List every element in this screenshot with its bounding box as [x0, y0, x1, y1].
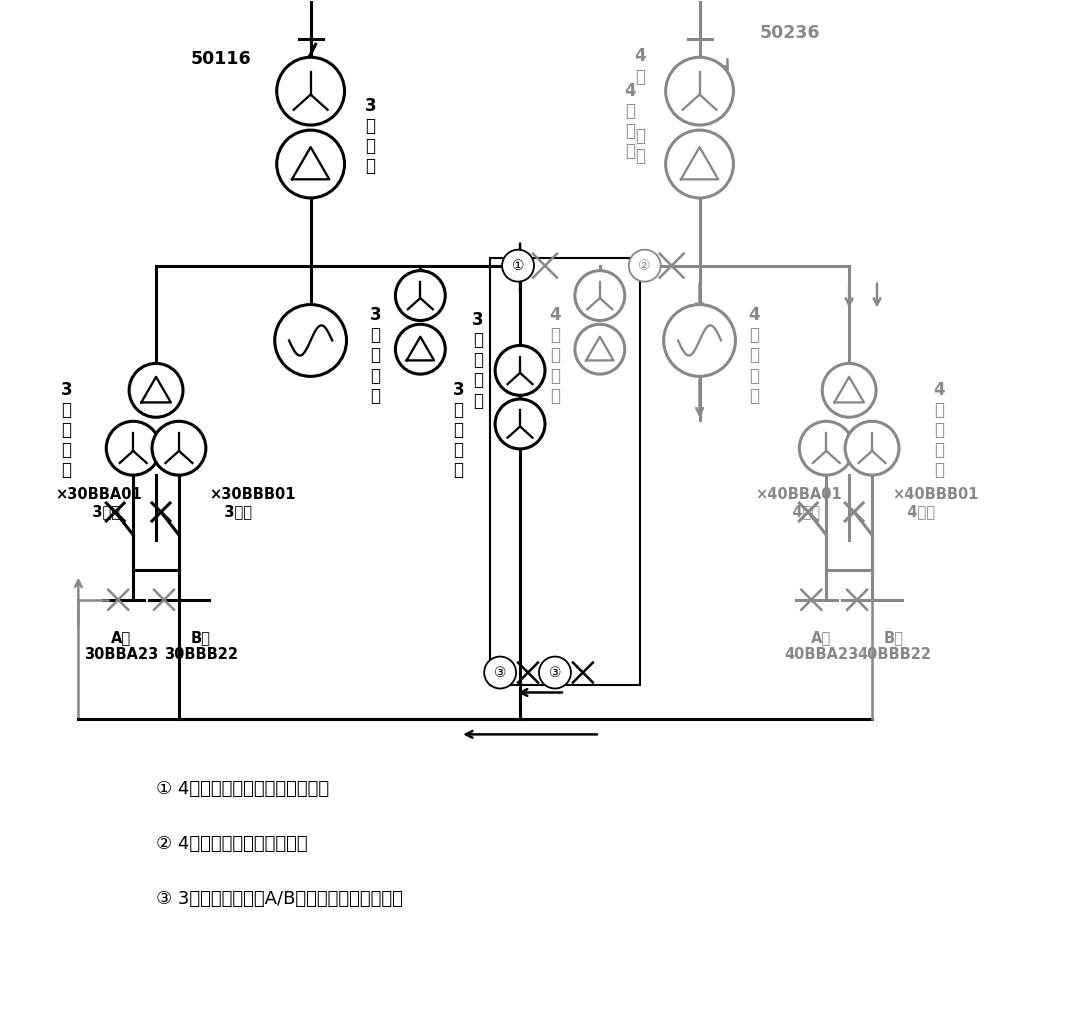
Circle shape	[575, 271, 624, 320]
Text: 3
号
高
厂
变: 3 号 高 厂 变	[60, 381, 72, 479]
Text: 4
号
励
磁
变: 4 号 励 磁 变	[549, 306, 561, 404]
Circle shape	[274, 304, 347, 376]
Circle shape	[484, 656, 516, 688]
Circle shape	[276, 130, 345, 198]
Circle shape	[106, 422, 160, 475]
Text: 4
号
高
厂
变: 4 号 高 厂 变	[933, 381, 945, 479]
Text: 4
号
主
变: 4 号 主 变	[624, 82, 635, 160]
Circle shape	[822, 363, 876, 418]
Circle shape	[495, 346, 545, 395]
Text: ×30BBA01
   3号机: ×30BBA01 3号机	[55, 487, 141, 520]
Circle shape	[276, 58, 345, 125]
Text: ×40BBB01
   4号机: ×40BBB01 4号机	[892, 487, 978, 520]
Circle shape	[395, 325, 445, 374]
Text: 3
号
主
变: 3 号 主 变	[365, 97, 376, 175]
Text: ③: ③	[549, 665, 562, 679]
Circle shape	[663, 304, 735, 376]
Text: ②: ②	[638, 259, 651, 273]
Circle shape	[799, 422, 853, 475]
Text: 50236: 50236	[759, 24, 820, 42]
Text: A段
40BBA23: A段 40BBA23	[784, 630, 859, 662]
Text: 3
号
励
磁
变: 3 号 励 磁 变	[472, 311, 484, 409]
Text: A段
30BBA23: A段 30BBA23	[84, 630, 159, 662]
Bar	[490, 258, 639, 684]
Text: B段
30BBB22: B段 30BBB22	[164, 630, 238, 662]
Circle shape	[846, 422, 899, 475]
Circle shape	[395, 271, 445, 320]
Circle shape	[495, 399, 545, 449]
Text: 4
号: 4 号	[634, 47, 646, 86]
Text: B段
40BBB22: B段 40BBB22	[856, 630, 931, 662]
Text: ×30BBB01
   3号机: ×30BBB01 3号机	[208, 487, 295, 520]
Text: ③: ③	[494, 665, 507, 679]
Text: ×40BBA01
   4号机: ×40BBA01 4号机	[755, 487, 841, 520]
Text: ③ 3号起备变低压侧A/B分支母排软连接断开点: ③ 3号起备变低压侧A/B分支母排软连接断开点	[156, 890, 403, 908]
Circle shape	[575, 325, 624, 374]
Text: 3
号
起
备
变: 3 号 起 备 变	[453, 381, 464, 479]
Circle shape	[665, 58, 733, 125]
Circle shape	[152, 422, 206, 475]
Text: 4
号
发
电
机: 4 号 发 电 机	[748, 306, 760, 404]
Circle shape	[629, 250, 661, 282]
Text: 50116: 50116	[190, 51, 252, 68]
Text: 主
变: 主 变	[635, 126, 645, 166]
Text: ①: ①	[512, 259, 524, 273]
Text: ② 4号发电机出口软连接拆除: ② 4号发电机出口软连接拆除	[156, 835, 308, 853]
Circle shape	[539, 656, 571, 688]
Circle shape	[665, 130, 733, 198]
Circle shape	[130, 363, 183, 418]
Text: 3
号
发
电
机: 3 号 发 电 机	[369, 306, 381, 404]
Text: ① 4号励磁变高压侧连接母排拆除: ① 4号励磁变高压侧连接母排拆除	[156, 780, 329, 799]
Circle shape	[502, 250, 534, 282]
